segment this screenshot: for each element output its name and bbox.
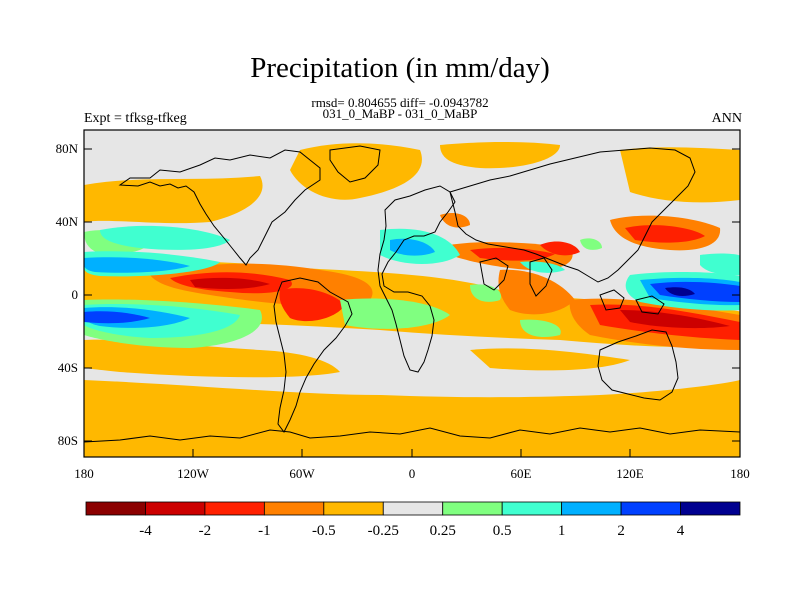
colorbar-swatch [680, 501, 741, 516]
stats-subtitle: rmsd= 0.804655 diff= -0.0943782 [311, 95, 489, 110]
colorbar-label: -4 [139, 523, 152, 539]
colorbar-swatch [442, 501, 503, 516]
lon-tick-label: 180 [730, 466, 750, 481]
axis-ticks [84, 148, 740, 457]
colorbar-swatch [501, 501, 563, 516]
lat-tick-label: 0 [72, 287, 79, 302]
lat-tick-label: 40N [56, 214, 79, 229]
lon-tick-label: 120W [177, 466, 210, 481]
colorbar-label: -2 [199, 523, 212, 539]
lon-tick-label: 60W [289, 466, 315, 481]
colorbar-label: -1 [258, 523, 271, 539]
colorbar-swatch [620, 501, 681, 516]
colorbar-swatch [323, 501, 384, 516]
lat-tick-label: 80S [58, 433, 78, 448]
lon-tick-label: 180 [74, 466, 94, 481]
colorbar-label: 1 [558, 523, 566, 539]
colorbar-label: 2 [617, 523, 625, 539]
colorbar-swatch [382, 501, 444, 516]
plot-title: Precipitation (in mm/day) [250, 52, 550, 84]
coastlines [84, 145, 740, 443]
lon-tick-label: 120E [616, 466, 644, 481]
colorbar-label: -0.25 [368, 523, 399, 539]
colorbar-swatch [561, 501, 622, 516]
lat-tick-label: 80N [56, 141, 79, 156]
season-label: ANN [711, 111, 742, 126]
colorbar-swatch [145, 501, 206, 516]
lon-tick-label: 0 [409, 466, 416, 481]
colorbar-label: 4 [677, 523, 685, 539]
colorbar-swatch [204, 501, 265, 516]
colorbar-label: -0.5 [312, 523, 336, 539]
experiment-label: Expt = tfksg-tfkeg [84, 111, 187, 126]
colorbar-label: 0.25 [430, 523, 456, 539]
runs-subtitle: 031_0_MaBP - 031_0_MaBP [322, 106, 478, 121]
lon-tick-label: 60E [511, 466, 532, 481]
lat-tick-label: 40S [58, 360, 78, 375]
colorbar-swatch [263, 501, 325, 516]
colorbar: -4 -2 -1 -0.5 -0.25 0.25 0.5 1 2 4 [85, 501, 741, 539]
colorbar-swatch [85, 501, 146, 516]
colorbar-label: 0.5 [493, 523, 512, 539]
